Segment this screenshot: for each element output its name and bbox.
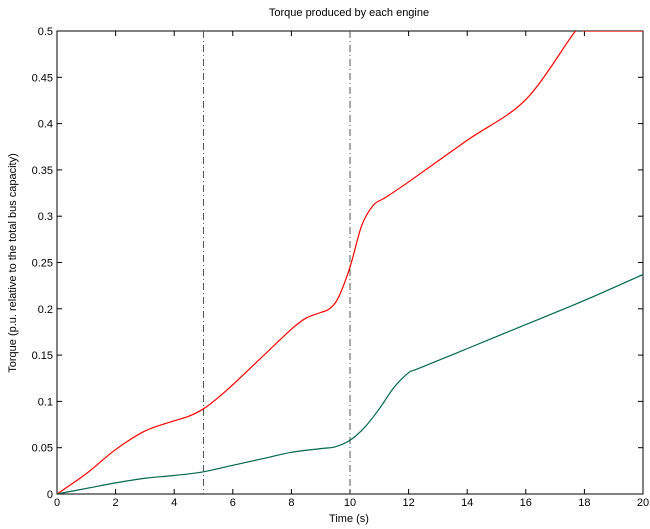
series-line-1 bbox=[57, 31, 643, 494]
y-tick-label: 0.15 bbox=[32, 350, 53, 362]
x-tick-label: 20 bbox=[637, 497, 649, 509]
y-tick-label: 0 bbox=[47, 489, 53, 501]
y-tick-label: 0.45 bbox=[32, 72, 53, 84]
y-tick-label: 0.25 bbox=[32, 258, 53, 270]
plot-area: 0 2 4 6 8 10 12 14 16 18 20 0 0.05 0.1 0.15 0.2 0.25 0.3 0… bbox=[32, 26, 650, 509]
y-tick-label: 0.2 bbox=[38, 304, 53, 316]
y-tick-label: 0.05 bbox=[32, 443, 53, 455]
x-tick-label: 0 bbox=[54, 497, 60, 509]
y-tick-label: 0.35 bbox=[32, 165, 53, 177]
series-line-2 bbox=[57, 273, 643, 494]
chart-title: Torque produced by each engine bbox=[269, 7, 429, 19]
x-tick-label: 6 bbox=[230, 497, 236, 509]
x-tick-label: 18 bbox=[578, 497, 590, 509]
y-tick-label: 0.1 bbox=[38, 396, 53, 408]
x-tick-label: 2 bbox=[113, 497, 119, 509]
x-tick-label: 4 bbox=[171, 497, 177, 509]
x-tick-label: 16 bbox=[520, 497, 532, 509]
x-axis-label: Time (s) bbox=[329, 513, 369, 525]
y-tick-label: 0.4 bbox=[38, 119, 53, 131]
y-axis-label: Torque (p.u. relative to the total bus c… bbox=[7, 153, 19, 373]
x-tick-label: 8 bbox=[288, 497, 294, 509]
x-tick-label: 12 bbox=[402, 497, 414, 509]
y-tick-label: 0.3 bbox=[38, 211, 53, 223]
x-tick-label: 10 bbox=[344, 497, 356, 509]
x-tick-label: 14 bbox=[461, 497, 473, 509]
y-tick-label: 0.5 bbox=[38, 26, 53, 38]
